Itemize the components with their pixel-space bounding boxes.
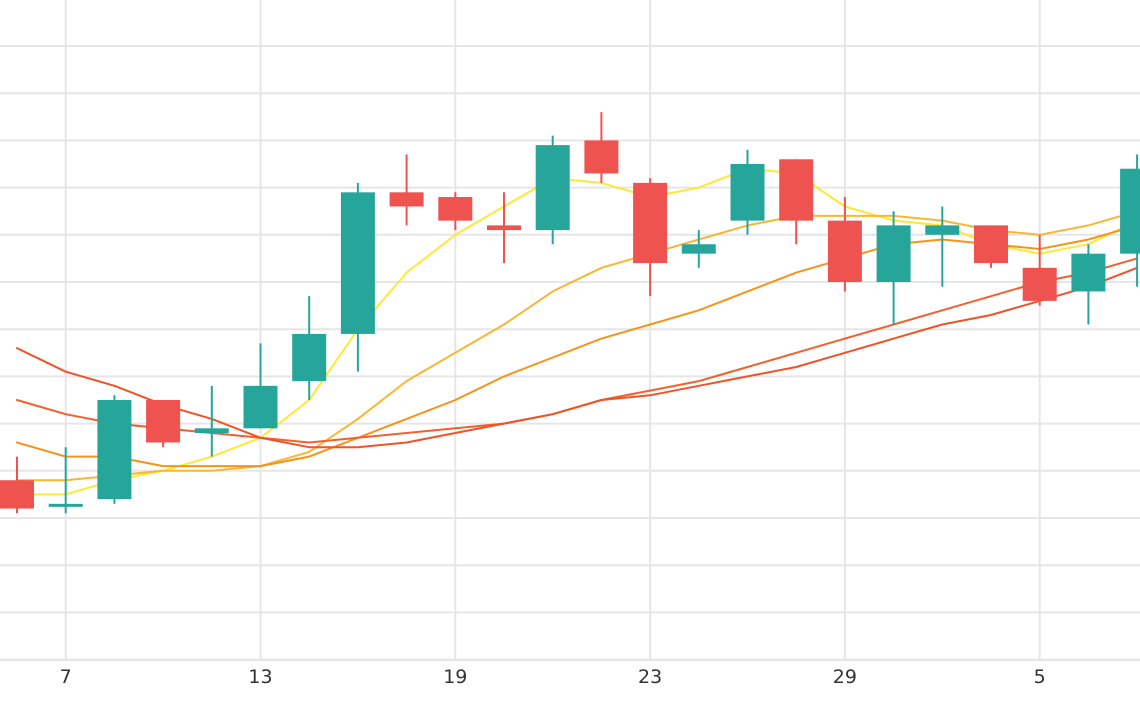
moving-average-line bbox=[16, 266, 1139, 449]
candle-up bbox=[48, 447, 83, 514]
candle-up bbox=[194, 385, 229, 457]
x-axis: 7 13 19 23 29 5 bbox=[60, 666, 1046, 688]
x-tick-label: 19 bbox=[443, 666, 467, 688]
candle-body bbox=[48, 503, 83, 507]
x-tick-label: 5 bbox=[1034, 666, 1046, 688]
candle-body bbox=[779, 159, 814, 221]
candle-up bbox=[1071, 244, 1106, 325]
candle-body bbox=[827, 220, 862, 282]
candle-body bbox=[535, 145, 570, 231]
moving-average-line bbox=[16, 257, 1139, 444]
candle-down bbox=[389, 154, 424, 226]
candle-down bbox=[584, 112, 619, 183]
candle-down bbox=[827, 197, 862, 292]
candle-down bbox=[974, 225, 1008, 268]
candle-body bbox=[340, 192, 375, 334]
candle-down bbox=[0, 456, 34, 514]
candle-body bbox=[974, 225, 1008, 264]
candle-body bbox=[438, 197, 473, 221]
candle-body bbox=[243, 385, 278, 429]
grid bbox=[0, 0, 1140, 661]
candle-body bbox=[681, 244, 716, 254]
candle-down bbox=[779, 159, 814, 245]
candle-down bbox=[1022, 234, 1057, 306]
candle-down bbox=[487, 192, 521, 264]
candle-body bbox=[292, 333, 327, 382]
candle-body bbox=[1120, 168, 1140, 254]
candle-body bbox=[146, 400, 181, 443]
candle-body bbox=[97, 400, 132, 500]
candle-up bbox=[925, 206, 960, 287]
candle-body bbox=[925, 225, 960, 235]
candle-up bbox=[681, 230, 716, 268]
candle-up bbox=[535, 135, 570, 245]
x-tick-label: 7 bbox=[60, 666, 72, 688]
candle-body bbox=[1071, 253, 1106, 292]
x-tick-label: 13 bbox=[248, 666, 272, 688]
moving-average-lines bbox=[16, 167, 1139, 496]
x-tick-label: 23 bbox=[638, 666, 662, 688]
candle-body bbox=[730, 164, 765, 221]
candle-down bbox=[438, 192, 473, 231]
candle-up bbox=[876, 211, 911, 325]
candles bbox=[0, 112, 1140, 514]
candle-body bbox=[194, 428, 229, 434]
candle-body bbox=[584, 140, 619, 174]
moving-average-line bbox=[16, 210, 1139, 482]
candle-up bbox=[97, 395, 132, 504]
candle-up bbox=[1120, 154, 1140, 287]
candle-body bbox=[0, 480, 34, 509]
candle-body bbox=[487, 225, 521, 231]
candle-down bbox=[633, 178, 668, 297]
candle-up bbox=[243, 343, 278, 429]
candle-body bbox=[389, 192, 424, 207]
candle-down bbox=[146, 400, 181, 448]
moving-average-line bbox=[16, 224, 1139, 468]
candle-up bbox=[292, 296, 327, 400]
candle-body bbox=[633, 182, 668, 264]
candle-body bbox=[876, 225, 911, 282]
moving-average-line bbox=[16, 167, 1139, 496]
candle-body bbox=[1022, 267, 1057, 301]
candle-up bbox=[340, 182, 375, 372]
x-tick-label: 29 bbox=[833, 666, 857, 688]
candle-up bbox=[730, 149, 765, 235]
